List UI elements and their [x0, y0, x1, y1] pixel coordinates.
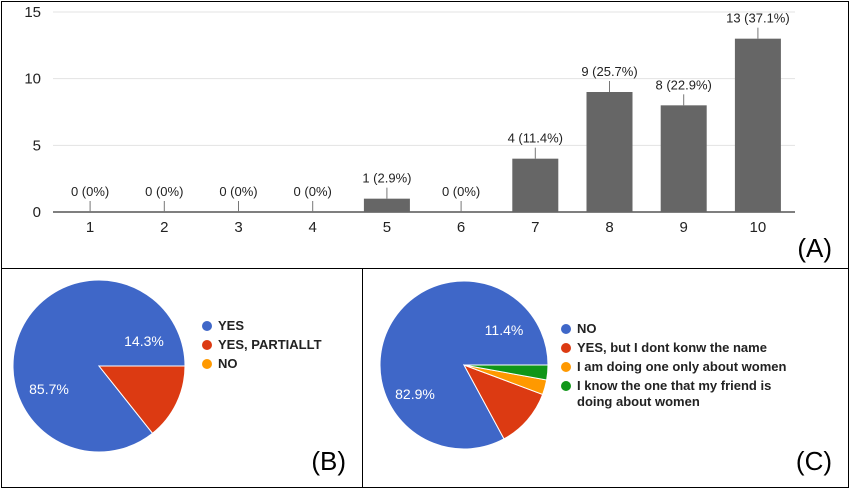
- pie-chart-c-panel: 82.9% 11.4% NO YES, but I dont konw the na…: [362, 268, 849, 488]
- bar-5: [363, 198, 410, 212]
- x-tick-label: 7: [531, 219, 539, 236]
- legend-label: YES, but I dont konw the name: [577, 340, 767, 355]
- data-label-7: 4 (11.4%): [508, 131, 563, 146]
- x-tick-label: 6: [457, 219, 465, 236]
- data-label-1: 0 (0%): [71, 184, 109, 199]
- bar-9: [660, 105, 707, 212]
- x-tick-label: 9: [680, 219, 688, 236]
- legend-swatch: [561, 324, 571, 334]
- y-tick-label: 0: [33, 204, 41, 221]
- pie-chart-c: 82.9% 11.4%: [379, 280, 549, 450]
- legend-label: YES, PARTIALLT: [218, 337, 322, 352]
- pie-chart-b: 85.7% 14.3%: [12, 279, 186, 453]
- legend-item: NO: [561, 321, 801, 337]
- data-label-3: 0 (0%): [219, 184, 257, 199]
- legend-label: NO: [218, 356, 238, 371]
- pie-slice-1: [97, 365, 186, 434]
- legend-swatch: [202, 321, 212, 331]
- legend-item: NO: [202, 356, 322, 372]
- x-tick-label: 3: [234, 219, 242, 236]
- data-label-9: 8 (22.9%): [656, 77, 712, 92]
- pie-slice-label-1: 14.3%: [124, 333, 164, 349]
- legend-label: I know the one that my friend is doing a…: [577, 378, 772, 409]
- x-tick-label: 2: [160, 219, 168, 236]
- pie-slice-label-0: 85.7%: [29, 381, 69, 397]
- pie-slice-3: [463, 364, 549, 381]
- x-tick-label: 1: [86, 219, 94, 236]
- y-tick-label: 5: [33, 137, 41, 154]
- bar-7: [512, 158, 559, 212]
- legend-swatch: [561, 343, 571, 353]
- y-tick-label: 10: [24, 71, 41, 88]
- data-label-5: 1 (2.9%): [362, 171, 411, 186]
- pie-slice-label-1: 11.4%: [485, 322, 524, 338]
- bar-8: [586, 92, 633, 212]
- legend-label: YES: [218, 318, 245, 333]
- legend-c: NO YES, but I dont konw the name I am doin…: [561, 321, 801, 413]
- x-tick-label: 4: [309, 219, 317, 236]
- legend-swatch: [561, 362, 571, 372]
- bar-chart-panel: 0 5 10 15 0 (0%) 1 0 (0%) 2 0 (0%) 3 0 (0%) 4 1 (2.9…: [1, 1, 849, 269]
- data-label-6: 0 (0%): [442, 184, 480, 199]
- legend-item: I am doing one only about women: [561, 359, 801, 375]
- legend-item: YES, but I dont konw the name: [561, 340, 801, 356]
- data-label-8: 9 (25.7%): [581, 64, 637, 79]
- pie-slice-label-0: 82.9%: [395, 386, 435, 402]
- panel-label-c: (C): [795, 446, 832, 476]
- legend-item: YES: [202, 318, 322, 334]
- legend-swatch: [202, 340, 212, 350]
- x-tick-label: 10: [750, 219, 767, 236]
- y-tick-label: 15: [24, 4, 41, 21]
- x-tick-label: 5: [383, 219, 391, 236]
- legend-item: I know the one that my friend is doing a…: [561, 378, 801, 410]
- legend-swatch: [202, 359, 212, 369]
- legend-b: YES YES, PARTIALLT NO: [202, 318, 322, 375]
- bar-chart: 0 5 10 15 0 (0%) 1 0 (0%) 2 0 (0%) 3 0 (0%) 4 1 (2.9…: [24, 4, 795, 236]
- pie-chart-b-panel: 85.7% 14.3% YES YES, PARTIALLT NO (B): [1, 268, 363, 488]
- x-tick-label: 8: [605, 219, 613, 236]
- bar-10: [734, 38, 781, 212]
- legend-label: NO: [577, 321, 597, 336]
- legend-item: YES, PARTIALLT: [202, 337, 322, 353]
- panel-label-b: (B): [311, 446, 346, 476]
- data-label-4: 0 (0%): [294, 184, 332, 199]
- legend-label: I am doing one only about women: [577, 359, 787, 374]
- data-label-2: 0 (0%): [145, 184, 183, 199]
- panel-label-a: (A): [797, 233, 832, 263]
- data-label-10: 13 (37.1%): [726, 11, 790, 26]
- legend-swatch: [561, 381, 571, 391]
